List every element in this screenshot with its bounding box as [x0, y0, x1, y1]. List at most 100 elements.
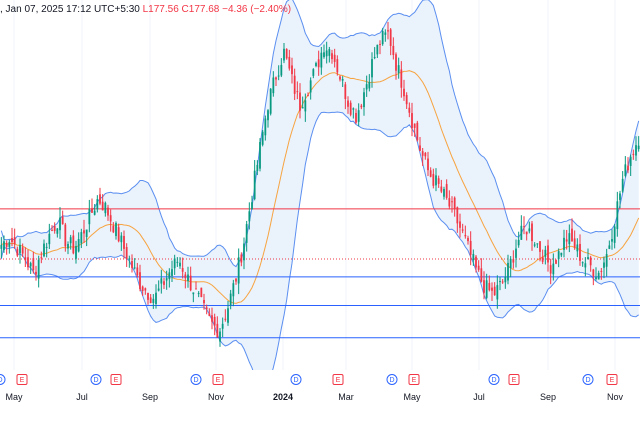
candle-body — [440, 186, 443, 192]
candle-body — [520, 225, 523, 240]
candle-body — [147, 292, 149, 300]
candle-body — [480, 268, 483, 282]
candle-body — [264, 118, 267, 136]
candle-body — [621, 178, 624, 192]
candle-body — [3, 241, 5, 250]
candle-body — [597, 272, 600, 280]
candle-body — [613, 226, 616, 243]
candle-body — [205, 307, 208, 310]
candle-body — [581, 262, 584, 264]
candle-body — [136, 267, 139, 276]
candle-body — [85, 229, 88, 238]
candle-body — [109, 215, 112, 222]
candle-body — [483, 280, 485, 293]
candle-body — [608, 245, 611, 249]
candle-body — [627, 165, 629, 171]
candle-body — [400, 69, 403, 88]
candle-body — [195, 288, 197, 290]
candle-body — [323, 52, 325, 58]
candle-body — [261, 131, 264, 145]
dividend-event-icon[interactable]: D — [488, 374, 500, 385]
candle-body — [307, 95, 309, 97]
candle-body — [456, 207, 459, 224]
candle-body — [181, 268, 184, 272]
earnings-event-icon[interactable]: E — [110, 374, 122, 385]
candle-body — [267, 110, 269, 121]
candle-body — [115, 222, 117, 237]
candle-body — [600, 270, 603, 272]
candle-body — [211, 315, 213, 322]
candle-body — [160, 278, 163, 284]
candle-body — [624, 164, 627, 176]
candle-body — [371, 59, 373, 78]
dividend-event-icon[interactable]: D — [386, 374, 398, 385]
candle-body — [224, 318, 227, 320]
x-tick-label: Jul — [473, 392, 485, 402]
candle-body — [104, 202, 107, 214]
candle-body — [416, 122, 419, 141]
candle-body — [475, 256, 477, 268]
candle-body — [443, 189, 445, 197]
candle-body — [328, 49, 331, 56]
close-value: 177.68 — [188, 4, 220, 15]
candle-body — [45, 246, 48, 248]
candle-body — [157, 288, 160, 291]
candle-body — [131, 260, 133, 268]
earnings-event-icon[interactable]: E — [508, 374, 520, 385]
candle-body — [603, 262, 605, 268]
dividend-event-icon[interactable]: D — [190, 374, 202, 385]
earnings-event-icon[interactable]: E — [408, 374, 420, 385]
earnings-event-icon[interactable]: E — [332, 374, 344, 385]
candle-body — [536, 243, 539, 245]
candle-body — [19, 244, 21, 254]
candle-body — [549, 265, 552, 274]
low-value: 177.56 — [148, 4, 179, 15]
candle-body — [149, 297, 152, 303]
earnings-event-icon[interactable]: E — [212, 374, 224, 385]
candle-body — [16, 248, 19, 256]
x-tick-label: Sep — [539, 392, 557, 402]
dividend-event-icon[interactable]: D — [582, 374, 594, 385]
candle-body — [304, 100, 307, 112]
candle-body — [309, 80, 312, 93]
candle-body — [339, 76, 341, 80]
candle-body — [61, 216, 64, 225]
candle-body — [21, 247, 24, 254]
candle-body — [155, 292, 157, 305]
candle-body — [445, 184, 448, 198]
candle-body — [8, 242, 11, 247]
candle-body — [75, 246, 77, 259]
candle-body — [128, 258, 131, 260]
dividend-event-icon[interactable]: D — [290, 374, 302, 385]
earnings-event-icon[interactable]: E — [606, 374, 618, 385]
candle-body — [152, 298, 155, 304]
candle-body — [459, 221, 461, 228]
candle-body — [512, 259, 515, 263]
ohlc-header: , Jan 07, 2025 17:12 UTC+5:30 L177.56 C1… — [0, 4, 291, 15]
candle-body — [360, 105, 363, 108]
candle-body — [64, 224, 67, 247]
dividend-event-icon[interactable]: D — [90, 374, 102, 385]
candle-body — [421, 151, 424, 156]
candle-body — [291, 65, 293, 75]
candle-body — [611, 239, 613, 242]
candle-body — [197, 293, 200, 295]
time-axis[interactable] — [0, 370, 640, 426]
candle-body — [403, 88, 405, 97]
candle-body — [133, 267, 136, 269]
candle-body — [165, 278, 168, 281]
candle-body — [571, 228, 573, 242]
candle-body — [437, 178, 440, 184]
candle-body — [432, 173, 435, 186]
candle-body — [411, 113, 413, 129]
x-tick-label: May — [403, 392, 421, 402]
candle-body — [173, 258, 176, 269]
candle-body — [501, 281, 504, 283]
candle-body — [51, 229, 53, 231]
candle-body — [32, 258, 35, 271]
earnings-event-icon[interactable]: E — [16, 374, 28, 385]
candle-body — [221, 323, 224, 329]
candle-body — [517, 239, 520, 246]
